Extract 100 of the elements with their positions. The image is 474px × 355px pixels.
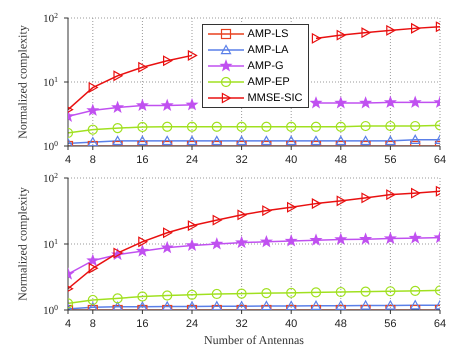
point: [186, 98, 198, 110]
point: [212, 215, 222, 226]
point: [186, 122, 198, 132]
point: [162, 122, 172, 132]
point: [336, 300, 346, 310]
point: [186, 290, 198, 300]
y-axis-title: Normalized complexity: [15, 25, 30, 139]
point: [287, 202, 296, 212]
point: [310, 287, 322, 298]
point: [88, 137, 98, 146]
point: [384, 96, 396, 108]
point: [162, 290, 172, 301]
legend-label: AMP-LS: [248, 28, 288, 40]
legend-label: AMP-G: [248, 60, 284, 72]
point: [112, 102, 124, 112]
point: [410, 232, 421, 243]
point: [212, 288, 222, 300]
legend-label: MMSE-SIC: [248, 92, 302, 104]
point: [385, 136, 396, 146]
point: [410, 300, 420, 310]
point: [188, 50, 198, 61]
point: [360, 233, 372, 244]
point: [386, 190, 396, 200]
point: [212, 122, 222, 132]
y-axis-title: Normalized complexity: [15, 187, 30, 301]
y-tick-label: 10$^{0}$: [43, 302, 58, 317]
point: [336, 286, 346, 298]
x-tick-label: 32: [235, 154, 248, 166]
x-tick-label: 40: [285, 318, 298, 330]
point: [286, 122, 296, 132]
x-tick-label: 16: [136, 318, 149, 330]
point: [310, 122, 322, 132]
point: [384, 232, 396, 244]
point: [237, 210, 247, 220]
y-tick-label: 10$^{2}$: [43, 10, 58, 25]
legend-label: AMP-EP: [248, 76, 290, 88]
point: [410, 134, 420, 144]
point: [361, 28, 371, 38]
y-tick-label: 10$^{1}$: [43, 236, 58, 251]
point: [335, 97, 346, 108]
x-tick-label: 16: [136, 154, 149, 166]
y-tick-label: 10$^{2}$: [43, 170, 58, 185]
point: [410, 96, 421, 108]
point: [112, 136, 123, 146]
point: [286, 288, 296, 298]
point: [310, 234, 322, 246]
point: [162, 100, 173, 110]
point: [411, 23, 420, 34]
point: [410, 120, 420, 132]
point: [186, 301, 198, 310]
point: [138, 236, 148, 247]
x-tick-label: 64: [434, 154, 446, 166]
point: [186, 240, 198, 250]
point: [88, 82, 98, 93]
point: [261, 122, 272, 132]
point: [312, 33, 322, 44]
point: [236, 236, 248, 248]
point: [112, 302, 123, 310]
point: [386, 25, 396, 36]
point: [310, 300, 322, 310]
point: [336, 122, 346, 132]
point: [136, 245, 148, 256]
point: [411, 188, 420, 198]
point: [88, 263, 98, 274]
point: [137, 136, 148, 146]
point: [212, 301, 222, 310]
point: [211, 238, 222, 249]
point: [162, 136, 172, 146]
x-tick-label: 56: [384, 154, 397, 166]
point: [186, 136, 198, 146]
point: [360, 300, 371, 310]
x-tick-label: 8: [90, 154, 96, 166]
x-tick-label: 64: [434, 318, 446, 330]
point: [286, 235, 297, 246]
point: [361, 192, 371, 203]
point: [87, 254, 98, 266]
point: [385, 300, 396, 310]
legend-label: AMP-LA: [248, 44, 288, 56]
point: [137, 302, 148, 310]
x-tick-label: 56: [384, 318, 397, 330]
point: [385, 120, 396, 132]
point: [360, 120, 371, 132]
point: [260, 236, 272, 247]
x-tick-label: 8: [90, 318, 96, 330]
point: [163, 56, 172, 66]
x-axis-title: Number of Antennas: [204, 333, 304, 347]
point: [310, 136, 322, 146]
point: [163, 228, 172, 238]
point: [286, 300, 296, 310]
y-tick-label: 10$^{0}$: [43, 138, 58, 153]
point: [188, 220, 198, 231]
point: [385, 286, 396, 296]
point: [310, 97, 322, 108]
point: [162, 242, 173, 253]
point: [335, 234, 346, 244]
point: [87, 104, 98, 116]
point: [286, 136, 296, 146]
point: [113, 70, 123, 81]
point: [138, 62, 148, 72]
point: [410, 286, 420, 296]
